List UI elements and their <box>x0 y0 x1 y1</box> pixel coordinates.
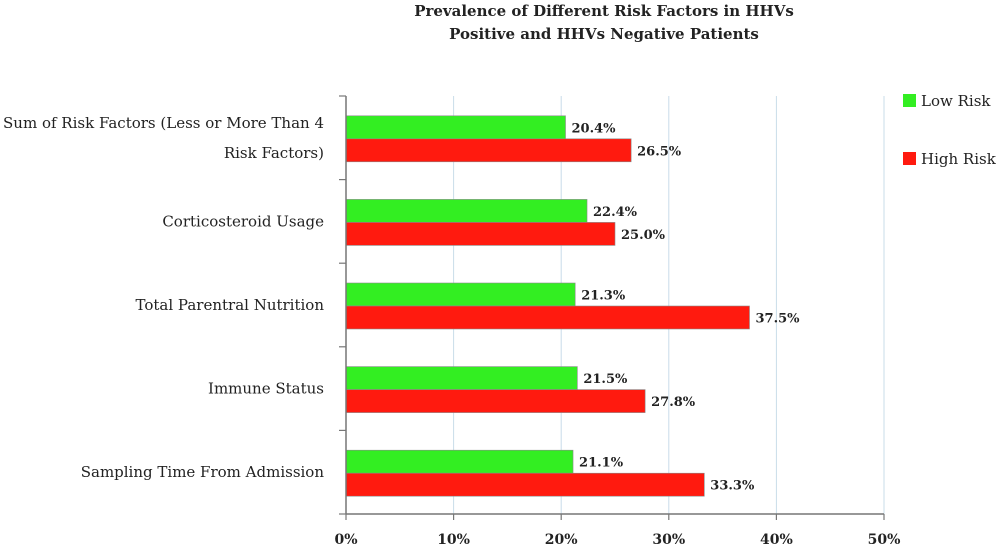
bar-low-risk <box>345 199 588 223</box>
legend-swatch-low-risk <box>903 94 916 107</box>
x-tick-label: 0% <box>334 532 357 548</box>
x-tick-labels: 0% 10% 20% 30% 40% 50% <box>334 532 900 548</box>
data-labels: 20.4% 26.5% 22.4% 25.0% 21.3% 37.5% 21.5% 27.8%… <box>572 121 801 493</box>
data-label: 33.3% <box>710 479 755 494</box>
bar-high-risk <box>345 472 705 497</box>
x-tick-label: 50% <box>868 532 901 548</box>
bar-low-risk <box>345 449 574 474</box>
x-tick-label: 20% <box>545 532 578 548</box>
data-label: 21.1% <box>579 456 624 471</box>
category-labels: Sum of Risk Factors (Less or More Than 4… <box>3 114 324 481</box>
bar-high-risk <box>345 138 632 163</box>
grid-lines <box>453 96 885 514</box>
bar-high-risk <box>345 305 750 330</box>
bar-low-risk <box>345 282 576 307</box>
legend-label: High Risk <box>921 150 997 168</box>
bar-high-risk <box>345 389 646 413</box>
data-label: 26.5% <box>637 144 682 159</box>
data-label: 20.4% <box>572 121 617 136</box>
category-label: Sampling Time From Admission <box>81 463 325 481</box>
data-label: 37.5% <box>756 312 801 327</box>
data-label: 22.4% <box>593 205 638 220</box>
bars <box>345 115 750 497</box>
x-tick-label: 30% <box>652 532 685 548</box>
x-tick-label: 40% <box>760 532 793 548</box>
bar-high-risk <box>345 222 616 246</box>
category-label: Corticosteroid Usage <box>162 212 324 230</box>
data-label: 25.0% <box>621 228 666 243</box>
chart-title: Prevalence of Different Risk Factors in … <box>414 2 794 43</box>
legend-label: Low Risk <box>921 92 991 110</box>
bar-low-risk <box>345 366 578 390</box>
data-label: 21.3% <box>581 289 626 304</box>
legend: Low Risk High Risk <box>903 92 997 168</box>
bar-low-risk <box>345 115 566 140</box>
category-label: Total Parentral Nutrition <box>136 296 325 314</box>
category-label: Sum of Risk Factors (Less or More Than 4 <box>3 114 324 132</box>
legend-swatch-high-risk <box>903 152 916 165</box>
chart-title-line: Prevalence of Different Risk Factors in … <box>414 2 794 20</box>
category-label: Immune Status <box>208 380 324 398</box>
data-label: 21.5% <box>583 372 628 387</box>
x-tick-label: 10% <box>437 532 470 548</box>
axes <box>339 95 885 520</box>
chart-title-line: Positive and HHVs Negative Patients <box>449 25 759 43</box>
data-label: 27.8% <box>651 395 696 410</box>
category-label: Risk Factors) <box>224 144 324 162</box>
